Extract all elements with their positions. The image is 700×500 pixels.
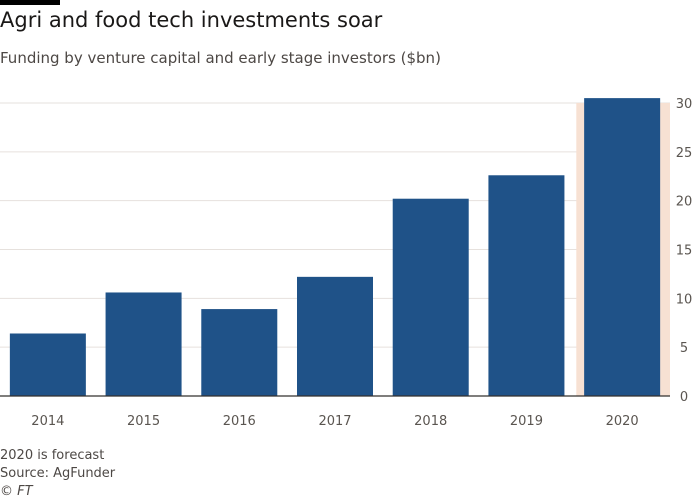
y-tick-label: 0 xyxy=(680,390,688,405)
bar-2018 xyxy=(392,198,469,396)
x-tick-label: 2014 xyxy=(31,414,64,429)
ft-credit: © FT xyxy=(0,484,33,499)
bar-2014 xyxy=(9,333,86,396)
bar-chart: 0 5 10 15 20 25 30 2014 2015 2016 2017 2018 2019 202… xyxy=(0,97,693,429)
bar-2019 xyxy=(488,175,565,396)
forecast-note: 2020 is forecast xyxy=(0,448,105,463)
y-tick-label: 10 xyxy=(676,292,693,307)
bar-2017 xyxy=(297,276,373,396)
y-tick-label: 5 xyxy=(680,341,688,356)
x-tick-label: 2020 xyxy=(606,414,639,429)
y-axis-labels: 0 5 10 15 20 25 30 xyxy=(676,97,693,405)
x-tick-label: 2017 xyxy=(318,414,351,429)
x-tick-label: 2016 xyxy=(223,414,256,429)
y-tick-label: 30 xyxy=(676,97,693,112)
x-tick-label: 2019 xyxy=(510,414,543,429)
y-tick-label: 25 xyxy=(676,146,693,161)
x-tick-label: 2018 xyxy=(414,414,447,429)
bars xyxy=(9,98,661,396)
source-note: Source: AgFunder xyxy=(0,466,116,481)
chart-subtitle: Funding by venture capital and early sta… xyxy=(0,49,441,67)
y-tick-label: 15 xyxy=(676,244,693,259)
y-tick-label: 20 xyxy=(676,195,693,210)
brand-bar xyxy=(0,0,60,5)
bar-2016 xyxy=(201,309,278,396)
bar-2015 xyxy=(105,292,182,396)
bar-2020 xyxy=(584,98,661,396)
chart-title: Agri and food tech investments soar xyxy=(0,8,383,32)
x-tick-label: 2015 xyxy=(127,414,160,429)
x-axis-labels: 2014 2015 2016 2017 2018 2019 2020 xyxy=(31,414,638,429)
